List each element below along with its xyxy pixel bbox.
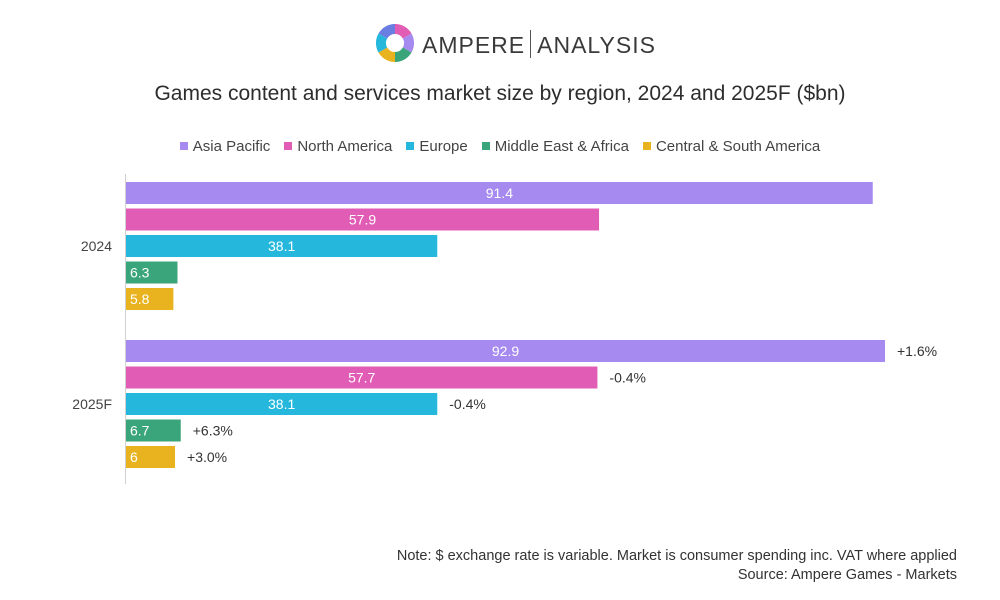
legend-item-3: Middle East & Africa [481,138,629,155]
bar-1-3 [126,419,181,442]
legend-swatch-0 [179,142,188,150]
data-label-1-2: 38.1 [268,396,295,412]
legend-item-4: Central & South America [642,138,821,155]
legend-swatch-4 [642,142,651,150]
bar-0-0 [126,182,873,204]
bar-1-2 [126,393,438,415]
legend-label-1: North America [297,138,393,155]
legend-label-4: Central & South America [655,138,821,155]
bar-0-4 [126,288,174,310]
logo-wordmark: AMPERE ANALYSIS [422,30,656,59]
data-label-0-0: 91.4 [486,185,513,201]
legend-label-3: Middle East & Africa [494,138,629,155]
logo-divider [530,30,532,58]
data-label-0-1: 57.9 [349,212,376,228]
bar-0-1 [126,208,600,231]
footnote-note: Note: $ exchange rate is variable. Marke… [396,548,957,564]
legend-swatch-1 [284,142,293,150]
bar-0-3 [126,261,178,284]
legend-item-0: Asia Pacific [179,138,271,155]
change-label-1-3: +6.3% [193,423,233,439]
chart-title: Games content and services market size b… [154,82,846,105]
legend-label-2: Europe [419,138,468,155]
chart-legend: Asia Pacific North America Europe Middle Ea… [0,138,1000,155]
brand-primary: AMPERE [422,32,526,58]
change-label-1-1: -0.4% [609,370,646,386]
bar-1-4 [126,446,176,468]
change-label-1-0: +1.6% [897,343,937,359]
change-label-1-2: -0.4% [449,396,486,412]
logo-wheel-icon [375,23,415,63]
ampere-analysis-logo: AMPERE ANALYSIS [374,22,655,64]
bar-1-0 [126,340,885,362]
data-label-1-1: 57.7 [348,370,375,386]
category-label-0: 2024 [81,238,112,254]
legend-label-0: Asia Pacific [192,138,271,155]
data-label-0-4: 5.8 [130,291,150,307]
legend-item-2: Europe [406,138,468,155]
data-label-0-2: 38.1 [268,238,295,254]
category-label-1: 2025F [72,396,112,412]
bar-0-2 [126,235,438,257]
legend-swatch-3 [481,142,490,150]
chart-footnote: Note: $ exchange rate is variable. Marke… [397,547,957,585]
data-label-1-4: 6 [130,449,138,465]
data-label-0-3: 6.3 [130,265,150,281]
footnote-source: Source: Ampere Games - Markets [737,567,957,583]
data-label-1-0: 92.9 [492,343,519,359]
brand-secondary: ANALYSIS [537,32,656,58]
legend-item-1: North America [284,138,392,155]
bar-1-1 [126,366,598,389]
legend-swatch-2 [406,142,415,150]
data-label-1-3: 6.7 [130,423,150,439]
change-label-1-4: +3.0% [187,449,227,465]
